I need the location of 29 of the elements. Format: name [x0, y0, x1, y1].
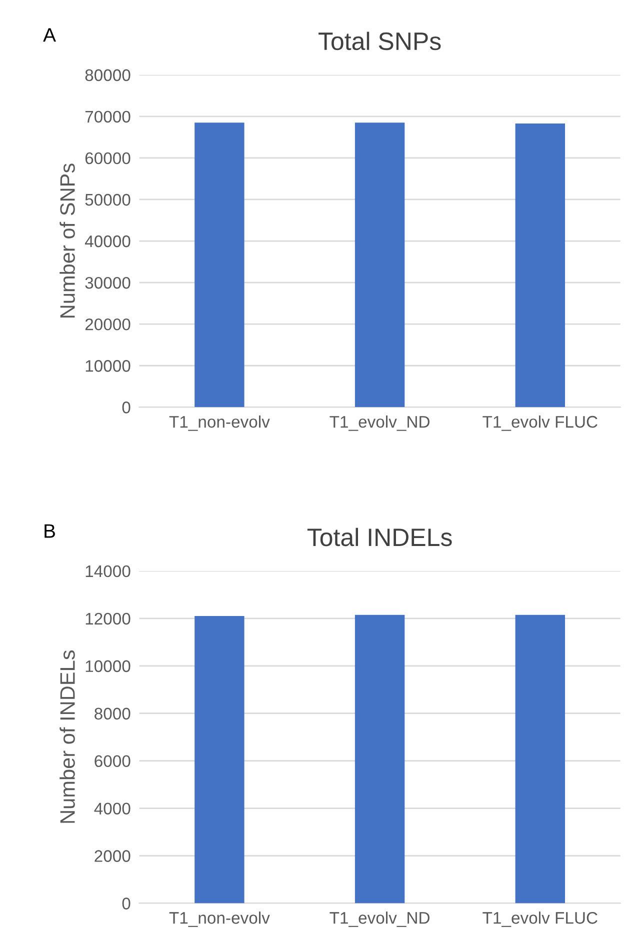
- x-tick-label: T1_evolv_ND: [330, 912, 430, 927]
- x-tick-label: T1_evolv_ND: [330, 415, 430, 431]
- x-tick-label: T1_evolv FLUC: [482, 912, 598, 927]
- chart-title: Total INDELs: [307, 528, 452, 546]
- x-tick-label: T1_non-evolv: [169, 912, 270, 927]
- x-tick-label: T1_evolv FLUC: [482, 415, 598, 431]
- y-tick-label: 8000: [94, 708, 130, 720]
- y-tick-label: 2000: [94, 850, 130, 862]
- y-tick-label: 6000: [94, 755, 130, 768]
- y-tick-label: 0: [122, 898, 130, 910]
- y-tick-label: 10000: [86, 360, 130, 372]
- y-tick-label: 50000: [85, 194, 130, 206]
- y-tick-label: 40000: [84, 235, 130, 248]
- y-tick-label: 70000: [85, 110, 130, 123]
- y-tick-label: 0: [122, 402, 130, 414]
- text: A: [43, 28, 56, 42]
- y-tick-label: 14000: [86, 565, 130, 578]
- y-axis-title: Number of SNPs: [60, 164, 75, 318]
- y-tick-label: 10000: [86, 660, 130, 672]
- y-tick-label: 20000: [85, 318, 130, 330]
- chart-title: Total SNPs: [318, 32, 441, 50]
- text: B: [44, 524, 55, 538]
- y-axis-title: Number of INDELs: [60, 650, 75, 823]
- y-tick-label: 60000: [85, 152, 130, 164]
- y-tick-label: 30000: [85, 276, 130, 289]
- y-tick-label: 80000: [85, 69, 130, 82]
- x-tick-label: T1_non-evolv: [169, 415, 270, 431]
- y-tick-label: 12000: [86, 612, 130, 625]
- y-tick-label: 4000: [94, 802, 130, 815]
